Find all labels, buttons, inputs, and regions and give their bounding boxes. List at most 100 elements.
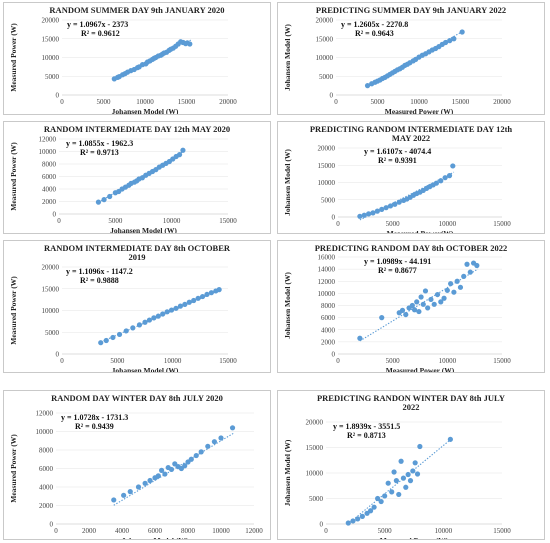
data-point (391, 469, 397, 475)
data-point (211, 439, 217, 445)
r-squared: R² = 0.9391 (378, 156, 417, 165)
data-point (204, 291, 210, 298)
y-tick-label: 10000 (42, 307, 60, 315)
x-tick-label: 0 (336, 220, 340, 228)
data-point (392, 201, 398, 207)
data-point (103, 337, 109, 344)
data-point (350, 518, 356, 524)
x-tick-label: 5000 (110, 357, 125, 365)
data-point (361, 212, 367, 218)
data-point (396, 491, 402, 498)
data-point (188, 456, 194, 462)
data-point (400, 475, 407, 481)
data-point (374, 208, 380, 214)
chart-title: PREDICTING RANDOM INTERMEDIATE DAY 12th (310, 124, 513, 134)
data-point (467, 269, 473, 275)
data-point (218, 435, 224, 441)
data-point (116, 331, 123, 338)
chart-panel-october-2022: PREDICTING RANDOM DAY 8th OCTOBER 2022 0 2… (277, 240, 545, 373)
data-point (459, 29, 465, 35)
data-point (438, 178, 444, 184)
r-squared: R² = 0.8713 (347, 431, 386, 440)
data-point (216, 287, 222, 293)
data-point (142, 319, 148, 325)
x-axis-label: Johansen Model (W) (122, 536, 189, 539)
data-point (438, 299, 444, 305)
y-tick-label: 0 (50, 521, 54, 529)
chart-svg: RANDOM INTERMEDIATE DAY 12th MAY 2020 0 20… (9, 124, 237, 233)
y-tick-label: 8000 (42, 161, 57, 169)
trend-equation: y = 1.0855x - 1962.3 (66, 139, 133, 148)
x-axis-label: Johansen Model (W) (110, 226, 177, 233)
data-point (454, 278, 460, 284)
data-point (379, 315, 385, 321)
data-point (407, 478, 414, 484)
y-axis-label: Measured Power (W) (9, 23, 18, 92)
data-point (101, 197, 107, 203)
data-point (121, 492, 127, 498)
x-tick-label: 10000 (164, 357, 182, 365)
x-tick-label: 0 (336, 357, 340, 365)
data-point (446, 173, 453, 179)
y-tick-label: 0 (330, 92, 334, 100)
x-tick-label: 4000 (115, 527, 130, 535)
data-point (382, 493, 388, 499)
data-point (357, 213, 363, 219)
data-point (393, 478, 399, 484)
trend-equation: y = 1.0728x - 1731.3 (61, 413, 128, 422)
y-tick-label: 15000 (306, 444, 324, 452)
data-point (428, 296, 434, 303)
y-tick-label: 12000 (318, 278, 336, 286)
trend-equation: y = 1.1096x - 1147.2 (66, 267, 133, 276)
x-axis-label: Johansen Model (W) (112, 107, 179, 114)
x-tick-label: 15000 (178, 98, 196, 106)
x-tick-label: 10000 (435, 527, 453, 535)
data-point (399, 307, 406, 313)
data-point (450, 163, 456, 169)
x-tick-label: 5000 (108, 217, 123, 225)
y-tick-label: 20000 (318, 145, 336, 153)
data-point (182, 463, 188, 469)
x-tick-label: 15000 (493, 220, 511, 228)
data-point (151, 315, 157, 321)
data-point (405, 471, 411, 478)
r-squared: R² = 0.9713 (80, 148, 119, 157)
y-tick-label: 2000 (321, 338, 336, 346)
data-point (385, 480, 391, 486)
data-point (146, 317, 153, 323)
data-point (359, 513, 365, 519)
y-tick-label: 5000 (45, 329, 60, 337)
data-point (162, 471, 168, 477)
y-tick-label: 15000 (318, 162, 336, 170)
chart-title: MAY 2022 (392, 133, 430, 143)
x-tick-label: 15000 (219, 357, 237, 365)
chart-svg: PREDICTING RANDOM INTERMEDIATE DAY 12thM… (283, 124, 513, 233)
y-tick-label: 10000 (318, 290, 336, 298)
data-point (418, 294, 424, 300)
data-point (447, 436, 453, 442)
x-tick-label: 10000 (212, 527, 230, 535)
data-point (403, 484, 409, 490)
data-point (474, 262, 480, 269)
data-point (180, 147, 186, 153)
y-tick-label: 4000 (39, 484, 54, 492)
y-tick-label: 5000 (319, 73, 334, 81)
data-point (422, 288, 429, 294)
data-point (177, 303, 184, 309)
x-tick-label: 5000 (386, 357, 401, 365)
data-point (111, 497, 117, 503)
x-tick-label: 10000 (163, 217, 181, 225)
data-point (425, 305, 431, 311)
y-tick-label: 10000 (42, 54, 60, 62)
trend-equation: y = 1.6107x - 4074.4 (364, 147, 431, 156)
data-point (403, 311, 409, 318)
data-point (441, 295, 447, 301)
data-point (447, 38, 453, 44)
y-tick-label: 10000 (39, 148, 57, 156)
trendline (359, 171, 455, 221)
x-tick-label: 2000 (82, 527, 97, 535)
data-point (142, 480, 148, 486)
data-point (366, 211, 372, 217)
data-point (431, 301, 437, 307)
